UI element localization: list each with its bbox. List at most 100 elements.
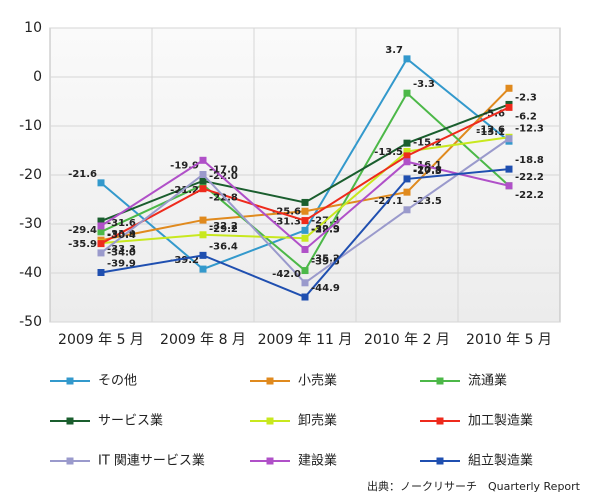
value-label: -29.2 — [209, 224, 238, 235]
marker — [97, 228, 105, 236]
x-tick-label: 2009 年 5 月 — [58, 332, 144, 348]
marker — [301, 279, 309, 287]
marker — [97, 249, 105, 257]
marker — [301, 207, 309, 215]
value-label: -42.0 — [272, 269, 301, 280]
value-label: -39.2 — [170, 255, 199, 266]
value-label: -31.6 — [107, 218, 136, 229]
legend-label: 建設業 — [298, 453, 337, 469]
value-label: -18.8 — [515, 155, 544, 166]
marker — [301, 217, 309, 225]
value-label: -21.2 — [170, 185, 199, 196]
value-label: -22.2 — [515, 172, 544, 183]
marker — [97, 269, 105, 277]
x-tick-label: 2010 年 5 月 — [466, 332, 552, 348]
value-label: -25.6 — [272, 206, 301, 217]
marker — [301, 293, 309, 301]
legend-marker — [266, 417, 274, 425]
marker — [403, 147, 411, 155]
legend-marker — [436, 417, 444, 425]
value-label: -33.3 — [107, 244, 136, 255]
legend-marker — [66, 377, 74, 385]
legend-label: 加工製造業 — [468, 413, 533, 429]
y-tick-label: -30 — [19, 216, 42, 232]
value-label: -29.3 — [311, 225, 340, 236]
marker — [403, 139, 411, 147]
y-tick-label: -50 — [19, 314, 42, 330]
value-label: -12.3 — [515, 123, 544, 134]
value-label: -22.0 — [209, 171, 238, 182]
x-tick-label: 2010 年 2 月 — [364, 332, 450, 348]
marker — [97, 222, 105, 230]
value-label: -20.8 — [413, 165, 442, 176]
value-label: -13.5 — [374, 147, 403, 158]
legend-label: 流通業 — [468, 373, 507, 389]
value-label: -31.3 — [272, 216, 301, 227]
marker — [199, 181, 207, 189]
marker — [403, 175, 411, 183]
legend-marker — [436, 457, 444, 465]
marker — [199, 231, 207, 239]
value-label: -30.4 — [107, 230, 136, 241]
legend-label: その他 — [98, 374, 137, 389]
value-label: -17.3 — [413, 166, 442, 177]
value-label: -29.4 — [68, 225, 97, 236]
value-label: -6.2 — [515, 111, 537, 122]
legend-marker — [266, 457, 274, 465]
legend-label: 組立製造業 — [468, 453, 533, 469]
marker — [403, 188, 411, 196]
marker — [199, 251, 207, 259]
marker — [97, 240, 105, 248]
marker — [199, 185, 207, 193]
marker — [97, 217, 105, 225]
value-label: -33.9 — [107, 229, 136, 240]
value-label: -2.3 — [515, 92, 537, 103]
y-tick-label: -10 — [19, 118, 42, 134]
value-label: -16.1 — [413, 160, 442, 171]
legend-label: 小売業 — [298, 373, 337, 389]
marker — [301, 226, 309, 234]
value-label: -35.2 — [311, 253, 340, 264]
marker — [505, 165, 513, 173]
marker — [403, 89, 411, 97]
marker — [97, 179, 105, 187]
y-tick-label: 0 — [33, 69, 42, 85]
marker — [199, 216, 207, 224]
source: 出典：ノークリサーチ Quarterly Report — [367, 479, 581, 493]
marker — [199, 171, 207, 179]
marker — [301, 234, 309, 242]
value-label: -17.0 — [209, 164, 238, 175]
value-label: -22.8 — [209, 193, 238, 204]
value-label: -32.9 — [311, 224, 340, 235]
marker — [199, 156, 207, 164]
legend-marker — [66, 417, 74, 425]
value-label: -35.9 — [68, 239, 97, 250]
marker — [505, 182, 513, 190]
y-tick-label: -40 — [19, 265, 42, 281]
legend-label: IT 関連サービス業 — [98, 453, 205, 469]
marker — [301, 245, 309, 253]
x-tick-label: 2009 年 11 月 — [258, 332, 353, 348]
marker — [403, 158, 411, 166]
value-label: -44.9 — [311, 283, 340, 294]
legend-marker — [436, 377, 444, 385]
y-tick-label: -20 — [19, 167, 42, 183]
legend-marker — [266, 377, 274, 385]
marker — [403, 206, 411, 214]
marker — [505, 135, 513, 143]
value-label: -39.9 — [107, 259, 136, 270]
legend-label: 卸売業 — [298, 413, 337, 429]
value-label: -3.3 — [413, 79, 435, 90]
x-tick-label: 2009 年 8 月 — [160, 332, 246, 348]
marker — [199, 177, 207, 185]
legend-marker — [66, 457, 74, 465]
legend-label: サービス業 — [98, 413, 163, 429]
marker — [199, 265, 207, 273]
marker — [403, 152, 411, 160]
value-label: -19.9 — [170, 161, 199, 172]
value-label: 3.7 — [385, 45, 403, 56]
marker — [301, 198, 309, 206]
value-label: -22.2 — [515, 190, 544, 201]
value-label: -32.2 — [209, 221, 238, 232]
